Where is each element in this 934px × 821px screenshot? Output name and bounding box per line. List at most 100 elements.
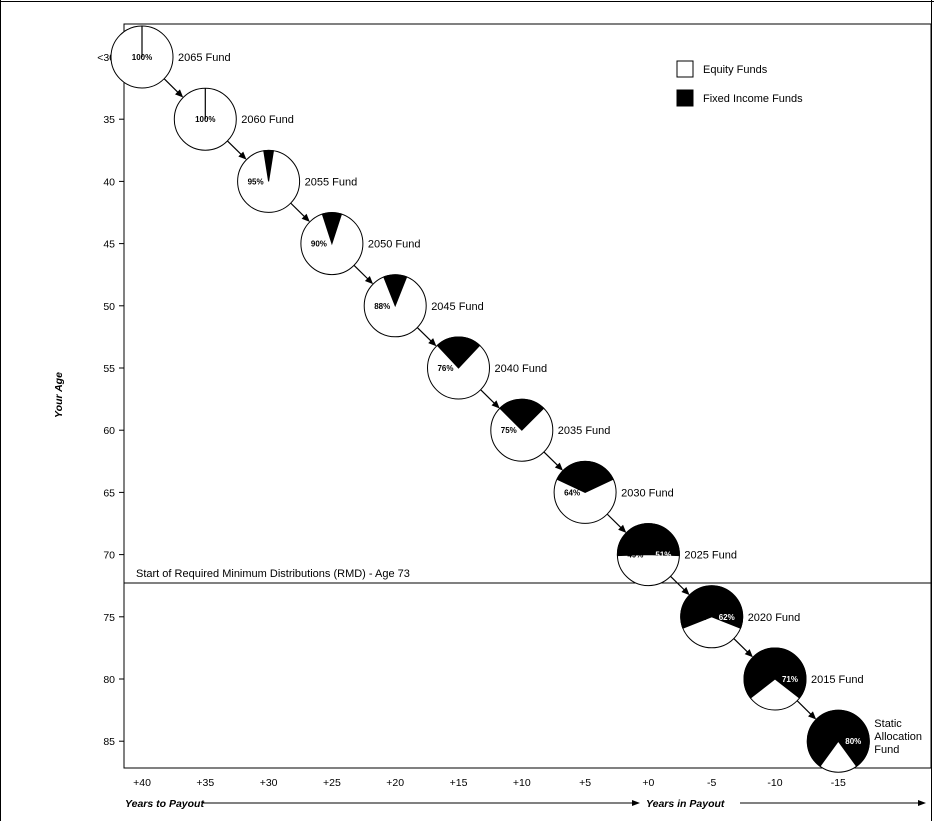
pie-label-equity: 29%	[754, 675, 770, 684]
fund-name-label: 2060 Fund	[241, 114, 294, 126]
x-tick-label: +40	[133, 777, 151, 789]
rmd-label: Start of Required Minimum Distributions …	[136, 568, 410, 580]
pie-label-equity: 38%	[691, 613, 707, 622]
fund-pie: 29% 71% 2015 Fund	[743, 647, 864, 711]
pie-label-fixed-income: 62%	[719, 613, 735, 622]
fund-name-label: 2035 Fund	[558, 425, 611, 437]
fund-pies: 100% 2065 Fund 100% 2060 Fund 95% 5% 2055 Fund…	[110, 25, 922, 773]
pie-label-fixed-income: 71%	[782, 675, 798, 684]
fund-pie: 64% 36% 2030 Fund	[553, 460, 674, 524]
pie-label-equity: 49%	[627, 551, 643, 560]
pie-label-fixed-income: 51%	[655, 551, 671, 560]
x-tick-label: +5	[579, 777, 591, 789]
fund-pie: 88% 12% 2045 Fund	[363, 274, 484, 338]
legend: Equity Funds Fixed Income Funds	[676, 60, 803, 107]
pie-label-equity: 76%	[437, 364, 453, 373]
pie-label-equity: 100%	[195, 115, 215, 124]
path-arrow-line	[416, 327, 433, 343]
y-tick-label: 80	[103, 674, 115, 686]
path-arrows	[163, 78, 817, 720]
y-tick-label: 45	[103, 239, 115, 251]
fund-pie: 75% 25% 2035 Fund	[490, 398, 611, 462]
y-tick-label: 35	[103, 114, 115, 126]
x-tick-label: -5	[707, 777, 716, 789]
path-arrowhead	[618, 524, 627, 533]
fund-pie: 49% 51% 2025 Fund	[616, 523, 737, 587]
path-arrowhead	[301, 213, 310, 222]
x-tick-label: +35	[196, 777, 214, 789]
x-tick-label: +0	[642, 777, 654, 789]
pie-label-equity: 100%	[132, 53, 152, 62]
fund-pie: 100% 2065 Fund	[110, 25, 231, 89]
path-arrowhead	[428, 338, 437, 347]
pie-label-equity: 75%	[501, 426, 517, 435]
y-tick-label: 75	[103, 612, 115, 624]
legend-swatch-equity	[676, 60, 694, 78]
years-in-payout-label: Years in Payout	[646, 798, 725, 810]
y-tick-label: 70	[103, 550, 115, 562]
years-in-payout-arrowhead	[918, 800, 926, 806]
x-tick-label: -10	[767, 777, 782, 789]
y-tick-label: 50	[103, 301, 115, 313]
x-tick-label: +15	[450, 777, 468, 789]
fund-name-label: 2050 Fund	[368, 239, 421, 251]
y-tick-label: 65	[103, 487, 115, 499]
path-arrow-line	[480, 389, 496, 405]
fund-name-label: Fund	[874, 744, 899, 756]
pie-label-equity: 88%	[374, 302, 390, 311]
pie-slice-fixed-income	[499, 398, 545, 431]
path-arrow-line	[543, 451, 560, 467]
pie-label-fixed-income: 5%	[278, 177, 290, 186]
fund-name-label: Static	[874, 718, 902, 730]
x-tick-label: +30	[260, 777, 278, 789]
pie-slice-fixed-income	[321, 212, 343, 246]
pie-label-equity: 20%	[817, 737, 833, 746]
legend-swatch-fixed-income	[676, 89, 694, 107]
plot-area	[123, 23, 932, 769]
y-axis-title: Your Age	[53, 372, 65, 418]
fund-name-label: 2020 Fund	[748, 612, 801, 624]
fund-name-label: 2025 Fund	[684, 550, 737, 562]
legend-label-fixed-income: Fixed Income Funds	[703, 93, 803, 105]
path-arrowhead	[491, 400, 500, 409]
path-arrow-line	[353, 264, 370, 281]
path-arrow-line	[670, 575, 686, 592]
pie-slice-fixed-income	[383, 274, 408, 308]
pie-label-fixed-income: 24%	[465, 364, 481, 373]
fund-name-label: 2015 Fund	[811, 674, 864, 686]
pie-slice-fixed-income	[263, 149, 275, 182]
pie-label-equity: 90%	[311, 240, 327, 249]
path-arrowhead	[554, 462, 563, 471]
path-arrowhead	[175, 89, 184, 98]
pie-slice-fixed-income	[806, 709, 870, 767]
pie-label-fixed-income: 12%	[402, 302, 418, 311]
fund-name-label: Allocation	[874, 731, 922, 743]
path-arrow-line	[163, 78, 180, 94]
path-arrowhead	[681, 586, 690, 596]
years-to-payout-label: Years to Payout	[125, 798, 204, 810]
pie-label-equity: 95%	[248, 177, 264, 186]
path-arrowhead	[808, 711, 817, 720]
fund-name-label: 2030 Fund	[621, 487, 674, 499]
pie-label-fixed-income: 10%	[339, 240, 355, 249]
path-arrowhead	[744, 649, 753, 658]
pie-slice-fixed-income	[556, 460, 614, 493]
pie-label-fixed-income: 36%	[592, 488, 608, 497]
fund-name-label: 2055 Fund	[305, 176, 358, 188]
pie-slice-fixed-income	[616, 523, 680, 557]
path-arrow-line	[226, 140, 243, 156]
x-tick-label: +10	[513, 777, 531, 789]
pie-label-fixed-income: 25%	[529, 426, 545, 435]
y-tick-label: 40	[103, 176, 115, 188]
path-arrow-line	[290, 202, 306, 219]
fund-pie: 95% 5% 2055 Fund	[237, 149, 358, 213]
y-tick-label: 55	[103, 363, 115, 375]
fund-name-label: 2065 Fund	[178, 52, 231, 64]
fund-pie: 90% 10% 2050 Fund	[300, 212, 421, 276]
path-arrow-line	[606, 513, 623, 530]
x-tick-label: -15	[831, 777, 846, 789]
pie-slice-fixed-income	[743, 647, 807, 699]
